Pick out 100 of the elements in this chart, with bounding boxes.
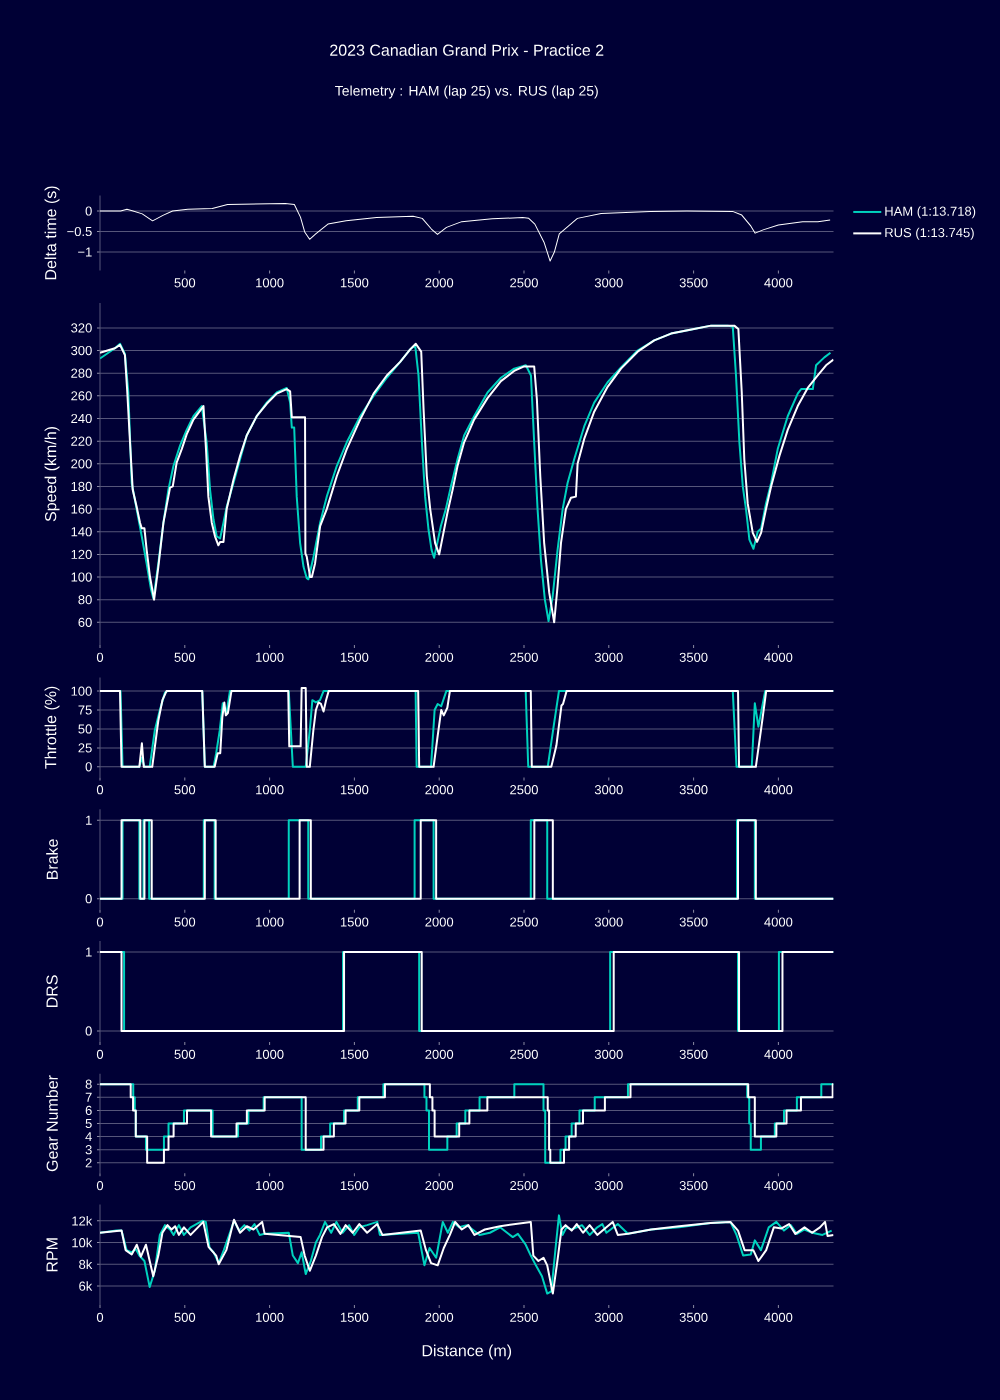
y-tick-label: 8 [85, 1079, 92, 1089]
y-tick-label: 10k [72, 1237, 93, 1248]
y-tick-label: 50 [78, 724, 92, 734]
x-tick-label: 500 [174, 1049, 196, 1059]
y-tick-label: 300 [71, 345, 92, 356]
x-tick-label: 1500 [340, 785, 369, 795]
y-tick-label: 3 [85, 1145, 92, 1155]
chart-title: 2023 Canadian Grand Prix - Practice 2 [330, 44, 604, 56]
x-tick-label: 4000 [764, 917, 793, 927]
y-tick-label: 1 [86, 815, 92, 825]
y-tick-label: 25 [78, 743, 92, 753]
x-tick-label: 1000 [256, 785, 284, 795]
chart-subtitle: Telemetry : HAM (lap 25) vs. RUS (lap 25) [335, 85, 598, 99]
x-tick-label: 1000 [256, 278, 284, 288]
y-tick-label: 75 [78, 705, 92, 715]
x-tick-label: 3500 [679, 1312, 708, 1322]
x-tick-label: 0 [96, 1049, 104, 1059]
x-tick-label: 2500 [510, 1181, 538, 1191]
y-tick-label: 200 [71, 459, 92, 469]
x-axis-title: Distance (m) [422, 1344, 512, 1360]
x-tick-label: 2500 [510, 785, 538, 795]
x-tick-label: 2000 [425, 278, 454, 288]
x-tick-label: 3500 [679, 652, 708, 662]
x-tick-label: 500 [174, 1181, 196, 1191]
x-tick-label: 4000 [764, 1312, 793, 1322]
y-tick-label: 100 [71, 572, 92, 582]
x-tick-label: 1000 [256, 917, 284, 927]
x-tick-label: 1500 [340, 278, 369, 288]
x-tick-label: 1000 [256, 1181, 284, 1191]
x-tick-label: 0 [96, 1181, 104, 1191]
x-tick-label: 1000 [256, 1312, 284, 1322]
x-tick-label: 2500 [510, 652, 538, 662]
y-tick-label: 2 [85, 1158, 92, 1168]
y-tick-label: 7 [85, 1092, 92, 1102]
y-tick-label: 100 [71, 686, 92, 696]
x-tick-label: 1500 [340, 1181, 369, 1191]
x-tick-label: 500 [174, 1312, 196, 1322]
y-tick-label: 0 [85, 762, 92, 772]
x-tick-label: 2000 [425, 1049, 454, 1059]
x-tick-label: 4000 [764, 1049, 793, 1059]
y-tick-label: 140 [71, 527, 92, 537]
legend-label: HAM (1:13.718) [885, 206, 976, 219]
x-tick-label: 1500 [340, 917, 369, 927]
x-tick-label: 3000 [594, 278, 623, 288]
x-tick-label: 2000 [425, 1312, 454, 1322]
y-tick-label: 80 [78, 595, 92, 605]
y-tick-label: 6 [85, 1105, 92, 1115]
y-tick-label: 60 [78, 617, 92, 627]
y-tick-label: −1 [78, 247, 92, 257]
x-tick-label: 3500 [679, 278, 708, 288]
x-tick-label: 1000 [256, 652, 284, 662]
x-tick-label: 2000 [425, 917, 454, 927]
y-tick-label: 160 [71, 504, 92, 514]
y-tick-label: 5 [85, 1118, 92, 1129]
y-tick-label: 260 [71, 391, 92, 401]
x-tick-label: 2000 [425, 652, 454, 662]
y-axis-title: Delta time (s) [44, 186, 60, 280]
x-tick-label: 500 [174, 785, 196, 795]
x-tick-label: 3000 [594, 1049, 623, 1059]
y-tick-label: 0 [85, 206, 92, 216]
x-tick-label: 3500 [679, 785, 708, 795]
y-tick-label: 220 [71, 436, 92, 446]
y-tick-label: 0 [85, 894, 92, 904]
x-tick-label: 2000 [425, 1181, 454, 1191]
x-tick-label: 1500 [340, 1049, 369, 1059]
x-tick-label: 500 [174, 917, 196, 927]
x-tick-label: 500 [174, 652, 196, 662]
y-tick-label: 8k [79, 1259, 93, 1270]
x-tick-label: 4000 [764, 785, 793, 795]
y-tick-label: 4 [85, 1132, 92, 1142]
y-tick-label: 280 [71, 368, 92, 378]
x-tick-label: 2500 [510, 1312, 538, 1322]
x-tick-label: 0 [96, 1312, 104, 1322]
x-tick-label: 1000 [256, 1049, 284, 1059]
y-tick-label: 6k [79, 1281, 93, 1291]
x-tick-label: 1500 [340, 1312, 369, 1322]
x-tick-label: 0 [96, 652, 104, 662]
y-tick-label: 0 [85, 1026, 92, 1036]
x-tick-label: 4000 [764, 278, 793, 288]
x-tick-label: 1500 [340, 652, 369, 662]
y-axis-title: Gear Number [46, 1075, 58, 1172]
y-tick-label: 1 [86, 947, 92, 957]
y-axis-title: Speed (km/h) [44, 426, 60, 522]
x-tick-label: 2500 [510, 278, 538, 288]
y-axis-title: RPM [46, 1238, 58, 1272]
y-tick-label: 120 [71, 549, 92, 559]
x-tick-label: 2500 [510, 917, 538, 927]
x-tick-label: 3000 [594, 917, 623, 927]
y-tick-label: 240 [71, 413, 92, 424]
x-tick-label: 0 [96, 785, 104, 795]
legend-label: RUS (1:13.745) [885, 227, 974, 240]
y-tick-label: 320 [71, 323, 92, 333]
x-tick-label: 3000 [594, 1312, 623, 1322]
y-axis-title: DRS [46, 975, 58, 1008]
y-tick-label: 180 [71, 481, 92, 492]
y-tick-label: 12k [72, 1216, 93, 1226]
x-tick-label: 3500 [679, 917, 708, 927]
y-axis-title: Brake [46, 839, 58, 880]
x-tick-label: 3500 [679, 1181, 708, 1191]
x-tick-label: 3000 [594, 1181, 623, 1191]
